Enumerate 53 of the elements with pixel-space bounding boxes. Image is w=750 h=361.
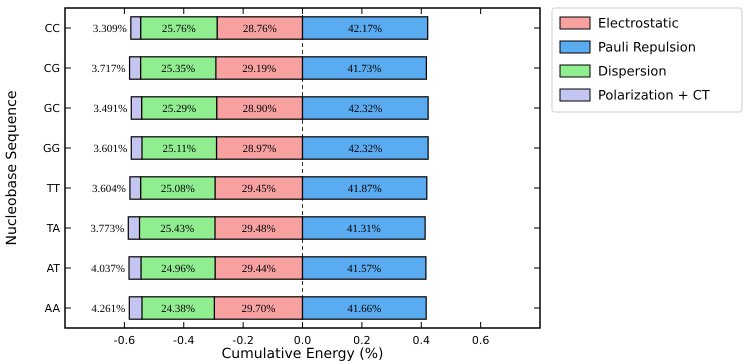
data-label: 4.037% (91, 262, 126, 275)
data-label: 24.38% (161, 302, 196, 315)
data-label: 29.19% (242, 62, 276, 75)
data-label: 28.90% (242, 102, 277, 115)
data-label: 42.17% (348, 22, 382, 35)
data-label: 3.601% (93, 142, 128, 155)
data-label: 41.31% (346, 222, 381, 235)
data-label: 41.87% (348, 182, 382, 195)
data-label: 25.76% (162, 22, 196, 35)
legend-label: Electrostatic (598, 16, 679, 32)
data-label: 41.66% (347, 302, 382, 315)
data-label: 29.48% (242, 222, 276, 235)
data-label: 28.76% (242, 22, 277, 35)
data-label: 41.57% (347, 262, 382, 275)
data-label: 29.45% (242, 182, 276, 195)
y-tick-label: CC (44, 22, 60, 35)
x-tick-label: -0.2 (232, 334, 254, 347)
data-label: 28.97% (242, 142, 276, 155)
data-label: 42.32% (348, 102, 382, 115)
data-label: 3.491% (93, 102, 128, 115)
data-label: 4.261% (91, 302, 126, 315)
x-axis-title: Cumulative Energy (%) (221, 346, 384, 361)
data-label: 3.717% (92, 62, 126, 75)
x-tick-label: 0.4 (412, 334, 430, 347)
legend-label: Pauli Repulsion (598, 40, 696, 56)
data-label: 24.96% (161, 262, 196, 275)
data-label: 3.604% (92, 182, 126, 195)
data-label: 3.773% (90, 222, 124, 235)
x-tick-label: 0.6 (472, 334, 490, 347)
x-tick-label: 0.0 (294, 334, 312, 347)
y-tick-label: GC (44, 102, 60, 115)
legend-label: Polarization + CT (598, 88, 710, 104)
data-label: 25.08% (160, 182, 195, 195)
y-axis-title: Nucleobase Sequence (4, 90, 20, 246)
data-label: 25.43% (160, 222, 194, 235)
data-label: 29.70% (241, 302, 276, 315)
x-tick-label: 0.2 (353, 334, 371, 347)
data-label: 25.35% (161, 62, 196, 75)
y-tick-label: GG (42, 142, 60, 155)
x-tick-label: -0.6 (114, 334, 136, 347)
legend-label: Dispersion (598, 64, 667, 80)
data-label: 25.11% (162, 142, 196, 155)
y-tick-label: AA (44, 302, 60, 315)
x-tick-label: -0.4 (173, 334, 194, 347)
data-label: 41.73% (347, 62, 382, 75)
data-label: 29.44% (242, 262, 276, 275)
y-tick-label: CG (44, 62, 60, 75)
y-tick-label: AT (46, 262, 60, 275)
data-label: 42.32% (348, 142, 382, 155)
y-tick-label: TT (46, 182, 60, 195)
y-tick-label: TA (46, 222, 60, 235)
data-label: 3.309% (92, 22, 127, 35)
data-label: 25.29% (162, 102, 196, 115)
